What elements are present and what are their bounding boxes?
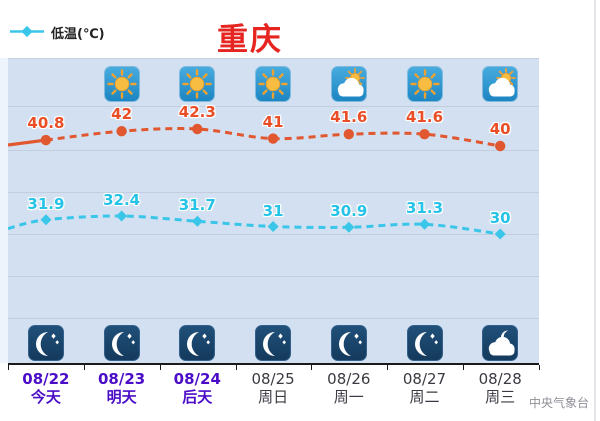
axis-tick (387, 365, 389, 370)
gridline (8, 150, 539, 151)
partly-cloudy-day-icon (482, 66, 519, 102)
x-axis-line (8, 363, 539, 365)
cloudy-night-icon (482, 325, 519, 361)
moon-night-icon (103, 325, 140, 361)
axis-tick (159, 365, 161, 370)
sunny-icon (179, 66, 216, 102)
low-temp-value: 31 (262, 201, 284, 220)
axis-tick (463, 365, 465, 370)
high-temp-value: 41 (262, 112, 284, 131)
day-label-0824[interactable]: 08/24 后天 (173, 370, 221, 406)
gridline (8, 318, 539, 319)
low-temp-value: 30.9 (330, 202, 368, 221)
high-temp-value: 42 (111, 105, 133, 124)
day-label-0826[interactable]: 08/26 周一 (327, 370, 371, 406)
watermark: 中央气象台 (529, 396, 590, 410)
axis-tick (311, 365, 313, 370)
gridline (8, 192, 539, 193)
high-temp-value: 40.8 (27, 114, 65, 133)
axis-tick (8, 365, 9, 370)
moon-night-icon (406, 325, 443, 361)
city-title: 重庆 (217, 22, 283, 58)
axis-tick (539, 365, 540, 370)
high-temp-value: 41.6 (330, 108, 368, 127)
sunny-icon (406, 66, 443, 102)
day-label-0823[interactable]: 08/23 明天 (97, 370, 146, 406)
gridline (8, 276, 539, 277)
low-temp-value: 31.3 (405, 199, 444, 218)
day-label-0825[interactable]: 08/25 周日 (251, 370, 295, 406)
legend-low-temp: 低温(℃) (10, 23, 105, 42)
chart-left-strip (0, 58, 8, 363)
axis-tick (235, 365, 237, 370)
partly-cloudy-day-icon (330, 66, 367, 102)
high-temp-value: 40 (489, 120, 511, 138)
day-label-0827[interactable]: 08/27 周二 (402, 370, 447, 406)
low-temp-value: 30 (489, 209, 511, 227)
moon-night-icon (27, 325, 64, 361)
low-temp-value: 31.7 (178, 196, 216, 215)
low-temp-line-marker-icon (10, 23, 44, 42)
sunny-icon (103, 66, 140, 102)
moon-night-icon (179, 325, 216, 361)
temperature-lines (8, 123, 506, 240)
temperature-chart: 40.8 42 42.3 41 41.6 41.6 40 31.9 32.4 31.7 31 30.9… (8, 58, 539, 364)
sunny-icon (255, 66, 292, 102)
low-temp-value: 31.9 (27, 194, 65, 213)
high-temp-value: 41.6 (405, 108, 444, 127)
low-temp-value: 32.4 (103, 191, 141, 209)
panel-right-border (594, 0, 596, 421)
gridline (8, 106, 539, 107)
high-temp-value: 42.3 (178, 103, 216, 121)
legend-label: 低温(℃) (51, 27, 105, 42)
gridline (8, 234, 539, 235)
moon-night-icon (330, 325, 367, 361)
day-label-0822[interactable]: 08/22 今天 (22, 370, 70, 406)
day-label-0828[interactable]: 08/28 周三 (478, 370, 522, 406)
axis-tick (83, 365, 85, 370)
moon-night-icon (255, 325, 292, 361)
